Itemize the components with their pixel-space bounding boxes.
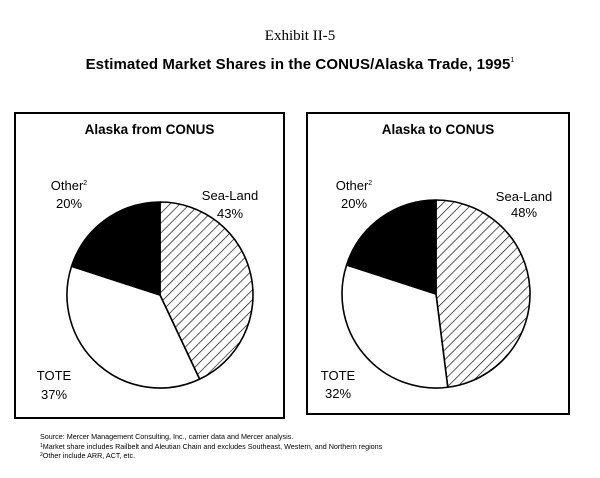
pie-title: Alaska from CONUS: [85, 122, 215, 137]
footnote-2: 2Other include ARR, ACT, etc.: [40, 451, 580, 460]
slice-label-sea-land: Sea-Land: [202, 188, 258, 203]
slice-value-sea-land: 48%: [511, 205, 537, 220]
slice-label-tote: TOTE: [321, 368, 356, 383]
pie-panel-from-conus: Alaska from CONUS Sea-Land 43% TOTE 37% Other…: [14, 112, 285, 419]
footnote-2-text: Other include ARR, ACT, etc.: [42, 451, 136, 460]
chart-title-text: Estimated Market Shares in the CONUS/Ala…: [85, 56, 511, 73]
chart-title: Estimated Market Shares in the CONUS/Ala…: [0, 51, 600, 74]
pie-slice-tote: [66, 265, 201, 389]
footnote-1-mark: 1: [40, 443, 43, 449]
pie-slice-other: [70, 201, 161, 296]
pie-slice-sea-land: [159, 201, 254, 380]
pie-slice-sea-land: [435, 199, 531, 389]
slice-label-other: Other2: [51, 178, 88, 193]
exhibit-number: Exhibit II-5: [264, 28, 336, 44]
slice-value-other: 20%: [341, 196, 367, 211]
slice-label-other: Other2: [336, 178, 373, 193]
pie-chart-from-conus: Alaska from CONUS Sea-Land 43% TOTE 37% Other…: [14, 112, 285, 419]
pie-slice-tote: [341, 264, 449, 389]
slice-label-tote: TOTE: [37, 368, 72, 383]
pie-slice-other: [345, 199, 437, 295]
source-note: Source: Mercer Management Consulting, In…: [40, 432, 294, 441]
slice-value-sea-land: 43%: [217, 206, 243, 221]
pie-panel-to-conus: Alaska to CONUS Sea-Land 48% TOTE 32% Other2 2…: [306, 112, 570, 415]
slice-value-tote: 37%: [41, 387, 67, 402]
slice-label-sea-land: Sea-Land: [496, 189, 552, 204]
slice-value-other: 20%: [56, 196, 82, 211]
footnote-2-mark: 2: [40, 452, 43, 458]
pie-title: Alaska to CONUS: [382, 122, 495, 137]
footnote-1-text: Market share includes Railbelt and Aleut…: [42, 442, 383, 451]
footnote-1: 1Market share includes Railbelt and Aleu…: [40, 442, 580, 451]
slice-value-tote: 32%: [325, 386, 351, 401]
title-footnote-mark: 1: [510, 57, 515, 64]
